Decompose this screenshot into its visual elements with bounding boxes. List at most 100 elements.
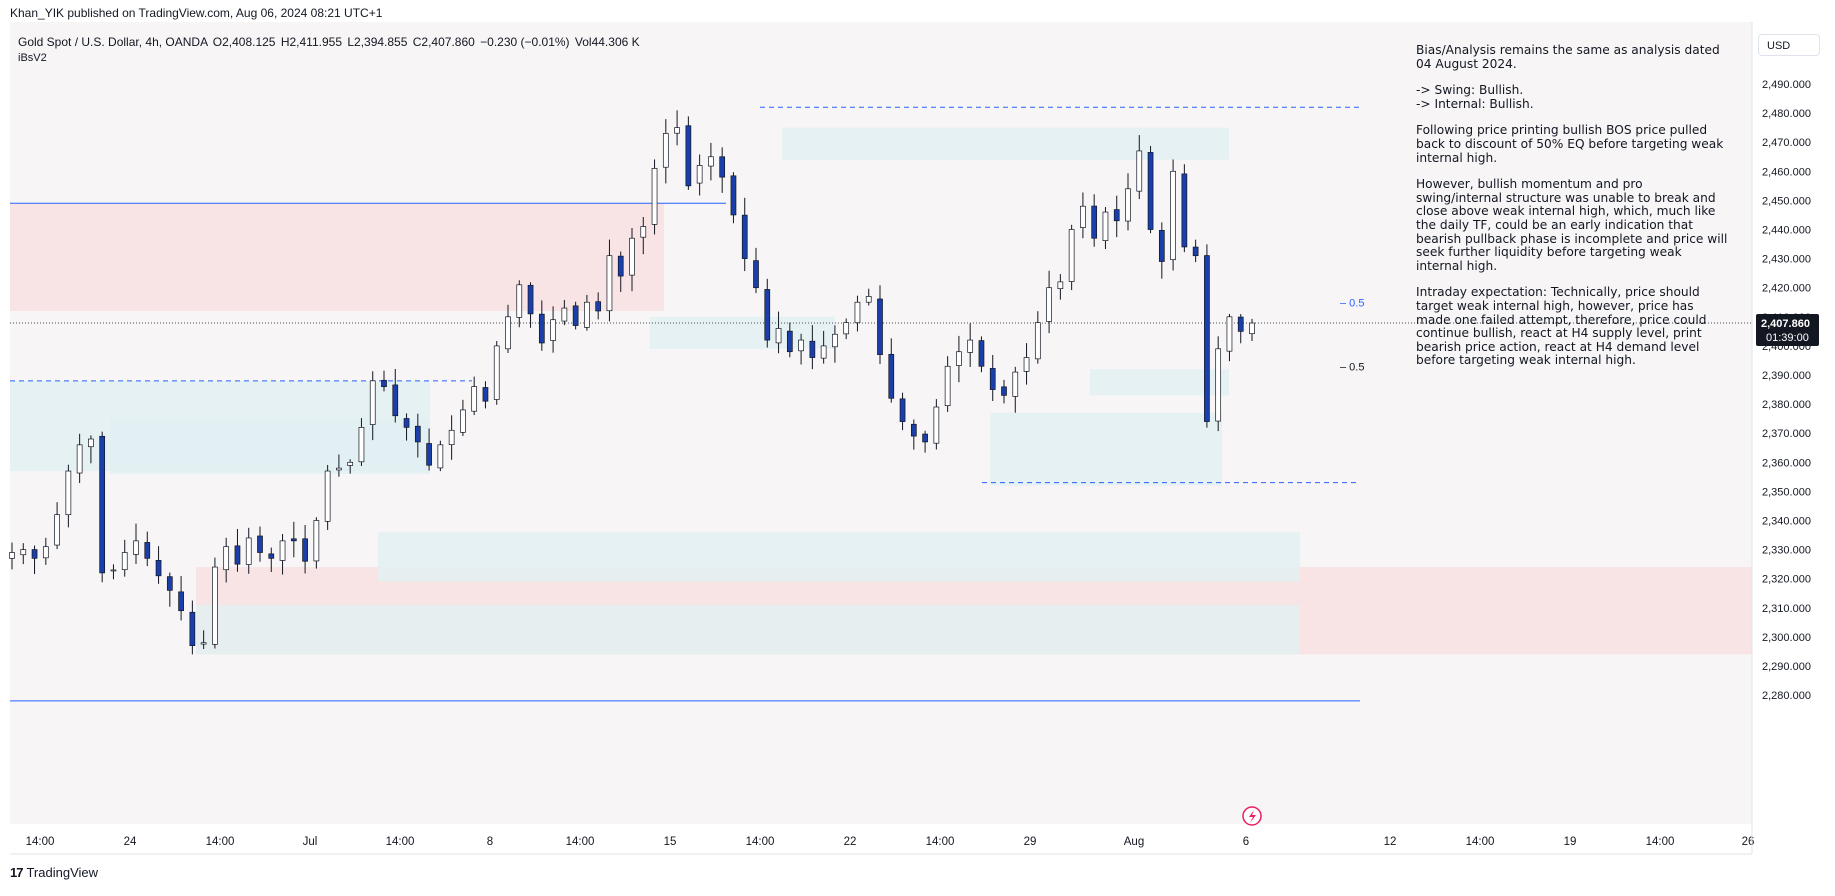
x-tick-label: 8 (487, 836, 493, 848)
candle-body (1091, 205, 1098, 239)
footer-brand[interactable]: 17 TradingView (10, 865, 98, 880)
candle-body (133, 540, 139, 555)
candle-body (753, 260, 759, 289)
x-tick-label: 26 (1742, 836, 1755, 848)
candle-body (1181, 173, 1188, 248)
candle-body (685, 125, 692, 187)
demand-zone[interactable] (782, 127, 1229, 160)
candle-body (223, 546, 230, 571)
candle-body (1158, 230, 1165, 262)
candle-body (1046, 287, 1052, 322)
close-value: C2,407.860 (412, 35, 475, 49)
x-tick-label: 6 (1243, 836, 1249, 848)
candle-body (166, 576, 173, 591)
demand-zone[interactable] (990, 412, 1222, 486)
candle-body (88, 438, 94, 448)
candle-body (302, 538, 308, 562)
candle-body (1034, 322, 1041, 360)
volume-value: Vol44.306 K (574, 35, 640, 49)
candle-body (369, 380, 376, 425)
indicator-name[interactable]: iBsV2 (18, 52, 47, 64)
candle-body (606, 255, 613, 312)
y-tick-label: 2,320.000 (1762, 574, 1811, 586)
x-axis: 14:00 24 14:00 Jul 14:00 8 14:00 15 14:00 22 14:00… (26, 836, 1755, 848)
candle-body (31, 549, 38, 559)
candles-layer (9, 110, 1255, 655)
candle-body (865, 296, 872, 303)
candle-body (448, 429, 455, 445)
candle-body (54, 514, 60, 546)
candle-body (234, 545, 241, 565)
lightning-icon[interactable] (1242, 806, 1262, 826)
x-tick-label: 19 (1564, 836, 1577, 848)
candle-body (944, 365, 951, 407)
x-tick-label: 22 (844, 836, 857, 848)
candle-body (1249, 322, 1255, 335)
y-tick-label: 2,330.000 (1762, 545, 1811, 557)
candle-body (843, 322, 850, 335)
candle-body (313, 520, 320, 562)
candle-body (437, 444, 444, 469)
change-value: −0.230 (−0.01%) (480, 35, 570, 49)
y-tick-label: 2,290.000 (1762, 661, 1811, 673)
candle-body (662, 133, 669, 168)
candle-body (786, 330, 793, 353)
candle-body (584, 301, 590, 328)
y-tick-label: 2,440.000 (1762, 225, 1811, 237)
supply-zone[interactable] (10, 203, 664, 311)
candle-body (640, 226, 647, 238)
demand-zone[interactable] (650, 316, 835, 349)
x-tick-label: 14:00 (926, 836, 955, 848)
candle-body (189, 611, 196, 646)
candle-body (899, 398, 906, 422)
candle-body (719, 156, 726, 178)
candle-body (741, 214, 748, 259)
candle-body (1080, 205, 1086, 228)
candle-body (708, 156, 714, 167)
candle-body (257, 535, 263, 553)
candle-body (651, 168, 658, 225)
candle-body (978, 340, 985, 367)
candle-body (1147, 152, 1154, 230)
y-tick-label: 2,280.000 (1762, 690, 1811, 702)
demand-zone[interactable] (196, 604, 1300, 655)
candle-body (820, 345, 827, 359)
x-tick-label: 15 (664, 836, 677, 848)
x-tick-label: Jul (303, 836, 318, 848)
x-tick-label: 14:00 (206, 836, 235, 848)
candle-body (279, 540, 286, 561)
y-tick-label: 2,340.000 (1762, 516, 1811, 528)
candle-body (392, 384, 399, 417)
publish-info: Khan_YIK published on TradingView.com, A… (10, 6, 383, 20)
candle-body (1068, 229, 1075, 282)
price-tag-countdown: 01:39:00 (1766, 332, 1809, 344)
y-tick-label: 2,360.000 (1762, 457, 1811, 469)
candle-body (1057, 281, 1064, 290)
candle-body (324, 470, 331, 522)
x-tick-label: 14:00 (566, 836, 595, 848)
candle-body (989, 368, 996, 390)
candle-body (1125, 188, 1131, 222)
y-tick-label: 2,480.000 (1762, 108, 1811, 120)
y-tick-label: 2,460.000 (1762, 166, 1811, 178)
candle-body (347, 461, 354, 466)
demand-zone[interactable] (378, 532, 1300, 582)
y-tick-label: 2,300.000 (1762, 632, 1811, 644)
demand-zone[interactable] (110, 418, 430, 474)
low-value: L2,394.855 (347, 35, 408, 49)
x-tick-label: 14:00 (1466, 836, 1495, 848)
x-tick-label: 14:00 (26, 836, 55, 848)
candle-body (910, 423, 917, 437)
candle-body (775, 328, 782, 344)
analysis-paragraph: Intraday expectation: Technically, price… (1416, 285, 1707, 368)
y-tick-label: 2,490.000 (1762, 79, 1811, 91)
candle-body (1170, 170, 1176, 261)
candle-body (381, 379, 387, 387)
candle-body (1204, 255, 1210, 422)
candle-body (482, 387, 489, 402)
candle-body (1192, 246, 1199, 257)
candle-body (572, 305, 579, 326)
currency-button[interactable]: USD (1758, 34, 1820, 56)
